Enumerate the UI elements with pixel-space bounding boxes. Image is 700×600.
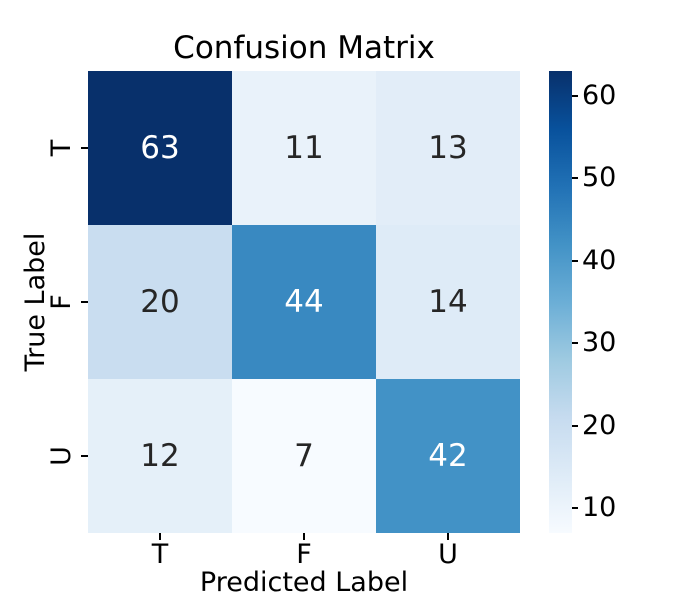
heatmap-grid: 63 11 13 20 44 14 12 7 42 (88, 71, 520, 533)
heatmap-cell-r1c2: 14 (376, 225, 520, 379)
ytick-label-T: T (46, 139, 77, 157)
heatmap-cell-r2c0: 12 (88, 379, 232, 533)
ytick-mark (81, 301, 88, 303)
cell-value: 13 (428, 130, 468, 166)
xtick-mark (303, 533, 305, 540)
y-axis-label: True Label (20, 232, 51, 372)
xtick-label-F: F (296, 539, 312, 570)
heatmap-cell-r0c1: 11 (232, 71, 376, 225)
chart-title: Confusion Matrix (173, 30, 435, 66)
x-axis-label: Predicted Label (199, 567, 409, 598)
cell-value: 44 (284, 284, 324, 320)
heatmap-cell-r2c2: 42 (376, 379, 520, 533)
colorbar-tick-mark (572, 177, 578, 179)
heatmap-cell-r1c0: 20 (88, 225, 232, 379)
colorbar-tick-mark (572, 95, 578, 97)
colorbar-tick-mark (572, 260, 578, 262)
cell-value: 12 (140, 438, 180, 474)
xtick-mark (447, 533, 449, 540)
colorbar-tick-mark (572, 507, 578, 509)
xtick-label-U: U (438, 539, 458, 570)
cell-value: 7 (294, 438, 314, 474)
cell-value: 14 (428, 284, 468, 320)
cell-value: 11 (284, 130, 324, 166)
colorbar-tick-label-60: 60 (582, 80, 617, 111)
colorbar-tick-mark (572, 425, 578, 427)
ytick-label-F: F (46, 294, 77, 310)
xtick-mark (159, 533, 161, 540)
ytick-label-U: U (46, 446, 77, 466)
colorbar-tick-label-30: 30 (582, 327, 617, 358)
ytick-mark (81, 455, 88, 457)
heatmap-cell-r0c0: 63 (88, 71, 232, 225)
colorbar-tick-label-10: 10 (582, 492, 617, 523)
heatmap-cell-r1c1: 44 (232, 225, 376, 379)
colorbar-tick-mark (572, 342, 578, 344)
cell-value: 20 (140, 284, 180, 320)
xtick-label-T: T (151, 539, 169, 570)
heatmap-cell-r0c2: 13 (376, 71, 520, 225)
colorbar-tick-label-50: 50 (582, 162, 617, 193)
colorbar-tick-label-20: 20 (582, 410, 617, 441)
colorbar (549, 71, 572, 533)
heatmap-cell-r2c1: 7 (232, 379, 376, 533)
cell-value: 63 (140, 130, 180, 166)
cell-value: 42 (428, 438, 468, 474)
ytick-mark (81, 147, 88, 149)
colorbar-tick-label-40: 40 (582, 245, 617, 276)
